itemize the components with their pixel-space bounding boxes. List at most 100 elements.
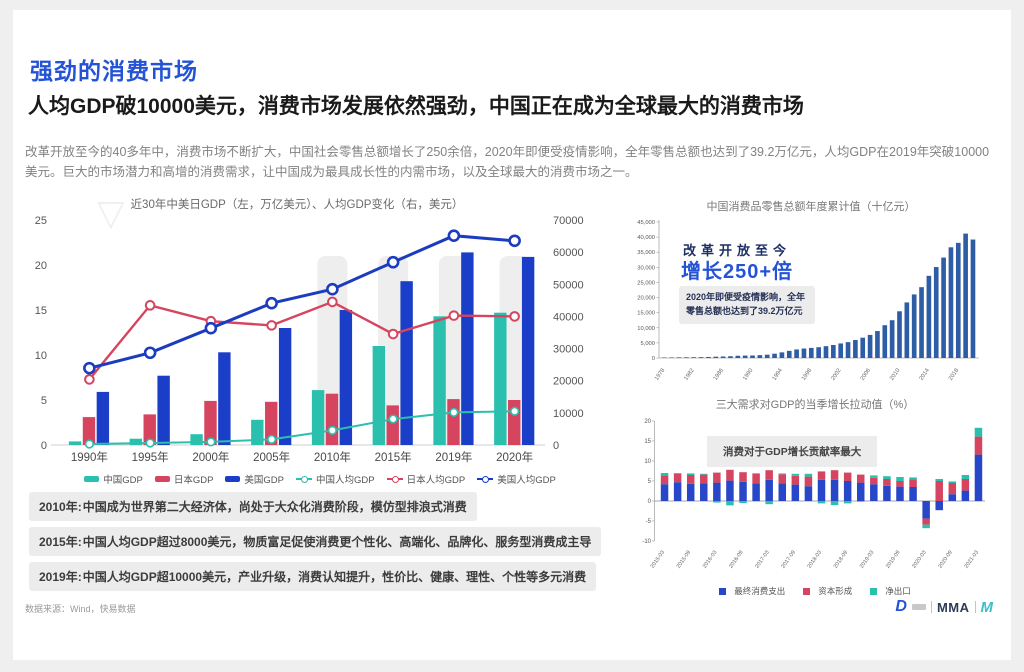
y-axis-tick: 15 [644,439,651,445]
x-axis-label: 2019-03 [859,550,875,570]
stack-资本形成 [660,475,669,485]
x-axis-label: 1982 [683,368,695,382]
line-美国人均GDP [89,234,515,370]
x-axis-label: 1998 [801,368,813,382]
stack-最终消费支出 [922,501,930,519]
stack-资本形成 [870,477,878,485]
timeline-notes: 2010年:中国成为世界第二大经济体，尚处于大众化消费阶段，模仿型排浪式消费 2… [29,492,614,597]
stack-资本形成 [948,483,957,495]
x-axis-label: 2018-03 [807,550,823,570]
bar [669,357,674,358]
retail-annotation-box: 2020年即便受疫情影响，全年零售总额也达到了39.2万亿元 [679,286,815,324]
y-axis-tick: 25,000 [637,280,655,286]
stack-最终消费支出 [817,479,826,501]
marker-中国人均GDP [510,406,520,416]
marker-中国人均GDP [84,439,94,449]
bar-中国GDP [129,438,143,445]
bar-中国GDP [494,312,507,445]
bar-中国GDP [311,390,325,445]
x-axis-label: 2015年 [375,450,412,464]
bar [706,356,711,358]
x-axis-label: 2015-09 [676,550,692,570]
stack-最终消费支出 [791,484,800,501]
bar [742,355,748,358]
stack-最终消费支出 [673,482,682,501]
marker-中国人均GDP [267,434,277,444]
bar [801,348,807,358]
stack-资本形成 [739,472,747,482]
y-axis-tick: 0 [648,499,652,505]
legend-item: 中国GDP [84,472,143,486]
right-axis-tick: 40000 [553,311,584,323]
bar-美国GDP [521,256,535,445]
bar [838,343,844,358]
bar-中国GDP [68,441,82,445]
x-axis-label: 2010年 [314,450,351,464]
bar [676,357,682,358]
x-axis-label: 2020-09 [937,550,953,570]
stack-最终消费支出 [883,485,891,501]
logo-m: M [980,598,994,616]
x-axis-label: 2000年 [192,450,229,464]
stack-净出口 [948,481,957,483]
bar [772,353,777,358]
watermark-icon: ▽ [97,192,125,233]
stack-最终消费支出 [778,483,787,501]
gdp-combo-chart-canvas: 0 5 10 15 20 25 0 10000 20000 30000 40000 50000 6000… [35,215,584,464]
stack-资本形成 [935,481,943,501]
stack-资本形成 [726,469,734,481]
x-axis-label: 1990年 [71,450,108,464]
x-axis-label: 2016-03 [702,550,718,570]
line-日本人均GDP [88,300,515,381]
marker-美国人均GDP [386,255,400,269]
y-axis-tick: 35,000 [637,250,655,256]
stack-资本形成 [909,479,917,487]
y-axis-tick: 45,000 [637,220,655,226]
marker-中国人均GDP [145,438,155,448]
stack-最终消费支出 [660,484,669,501]
bar [816,347,821,358]
note-text: 中国人均GDP超过8000美元，物质富足促使消费更个性化、高端化、品牌化、服务型… [82,535,592,549]
y-axis-tick: 15,000 [637,311,655,317]
legend-item: 资本形成 [803,585,852,597]
gdp-combo-legend: 中国GDP 日本GDP 美国GDP 中国人均GDP 日本人均GDP 美国人均GDP [23,472,617,486]
left-axis-tick: 20 [35,260,47,272]
legend-item: 最终消费支出 [719,585,785,597]
stack-资本形成 [778,474,787,484]
bar [794,349,799,358]
stack-净出口 [935,479,943,481]
stack-净出口 [778,473,787,475]
legend-line-swatch [386,475,403,483]
bar-美国GDP [339,310,353,445]
bar [728,356,733,358]
bar [831,344,836,358]
bar [735,355,741,358]
stack-最终消费支出 [739,481,747,501]
gdp-pull-chart-canvas: 20 15 10 5 0 -5 -10 2015-03 2015-09 2016-03 2016-0… [642,419,985,570]
stack-净出口 [791,473,800,476]
x-axis-label: 2020-03 [911,550,927,570]
marker-美国人均GDP [83,361,96,375]
marker-日本人均GDP [144,300,156,311]
y-axis-tick: 0 [652,356,655,362]
gdp-pull-legend: 最终消费支出 资本形成 净出口 [625,585,1005,597]
stack-最终消费支出 [700,483,708,501]
logo-d: D [895,598,907,615]
x-axis-label: 2019年 [435,450,472,464]
bar [779,352,785,358]
bar [684,357,689,358]
legend-swatch [84,476,100,482]
stack-最终消费支出 [961,490,970,501]
y-axis-tick: -5 [646,519,652,525]
bar-中国GDP [190,434,203,445]
bar [757,355,763,358]
stack-净出口 [830,501,839,505]
bar [904,302,910,358]
bar [941,257,946,358]
stack-净出口 [713,501,721,503]
bar [698,357,704,358]
bar [889,320,895,358]
y-axis-tick: 10 [644,459,651,465]
bar [823,346,829,358]
stack-净出口 [922,524,930,529]
